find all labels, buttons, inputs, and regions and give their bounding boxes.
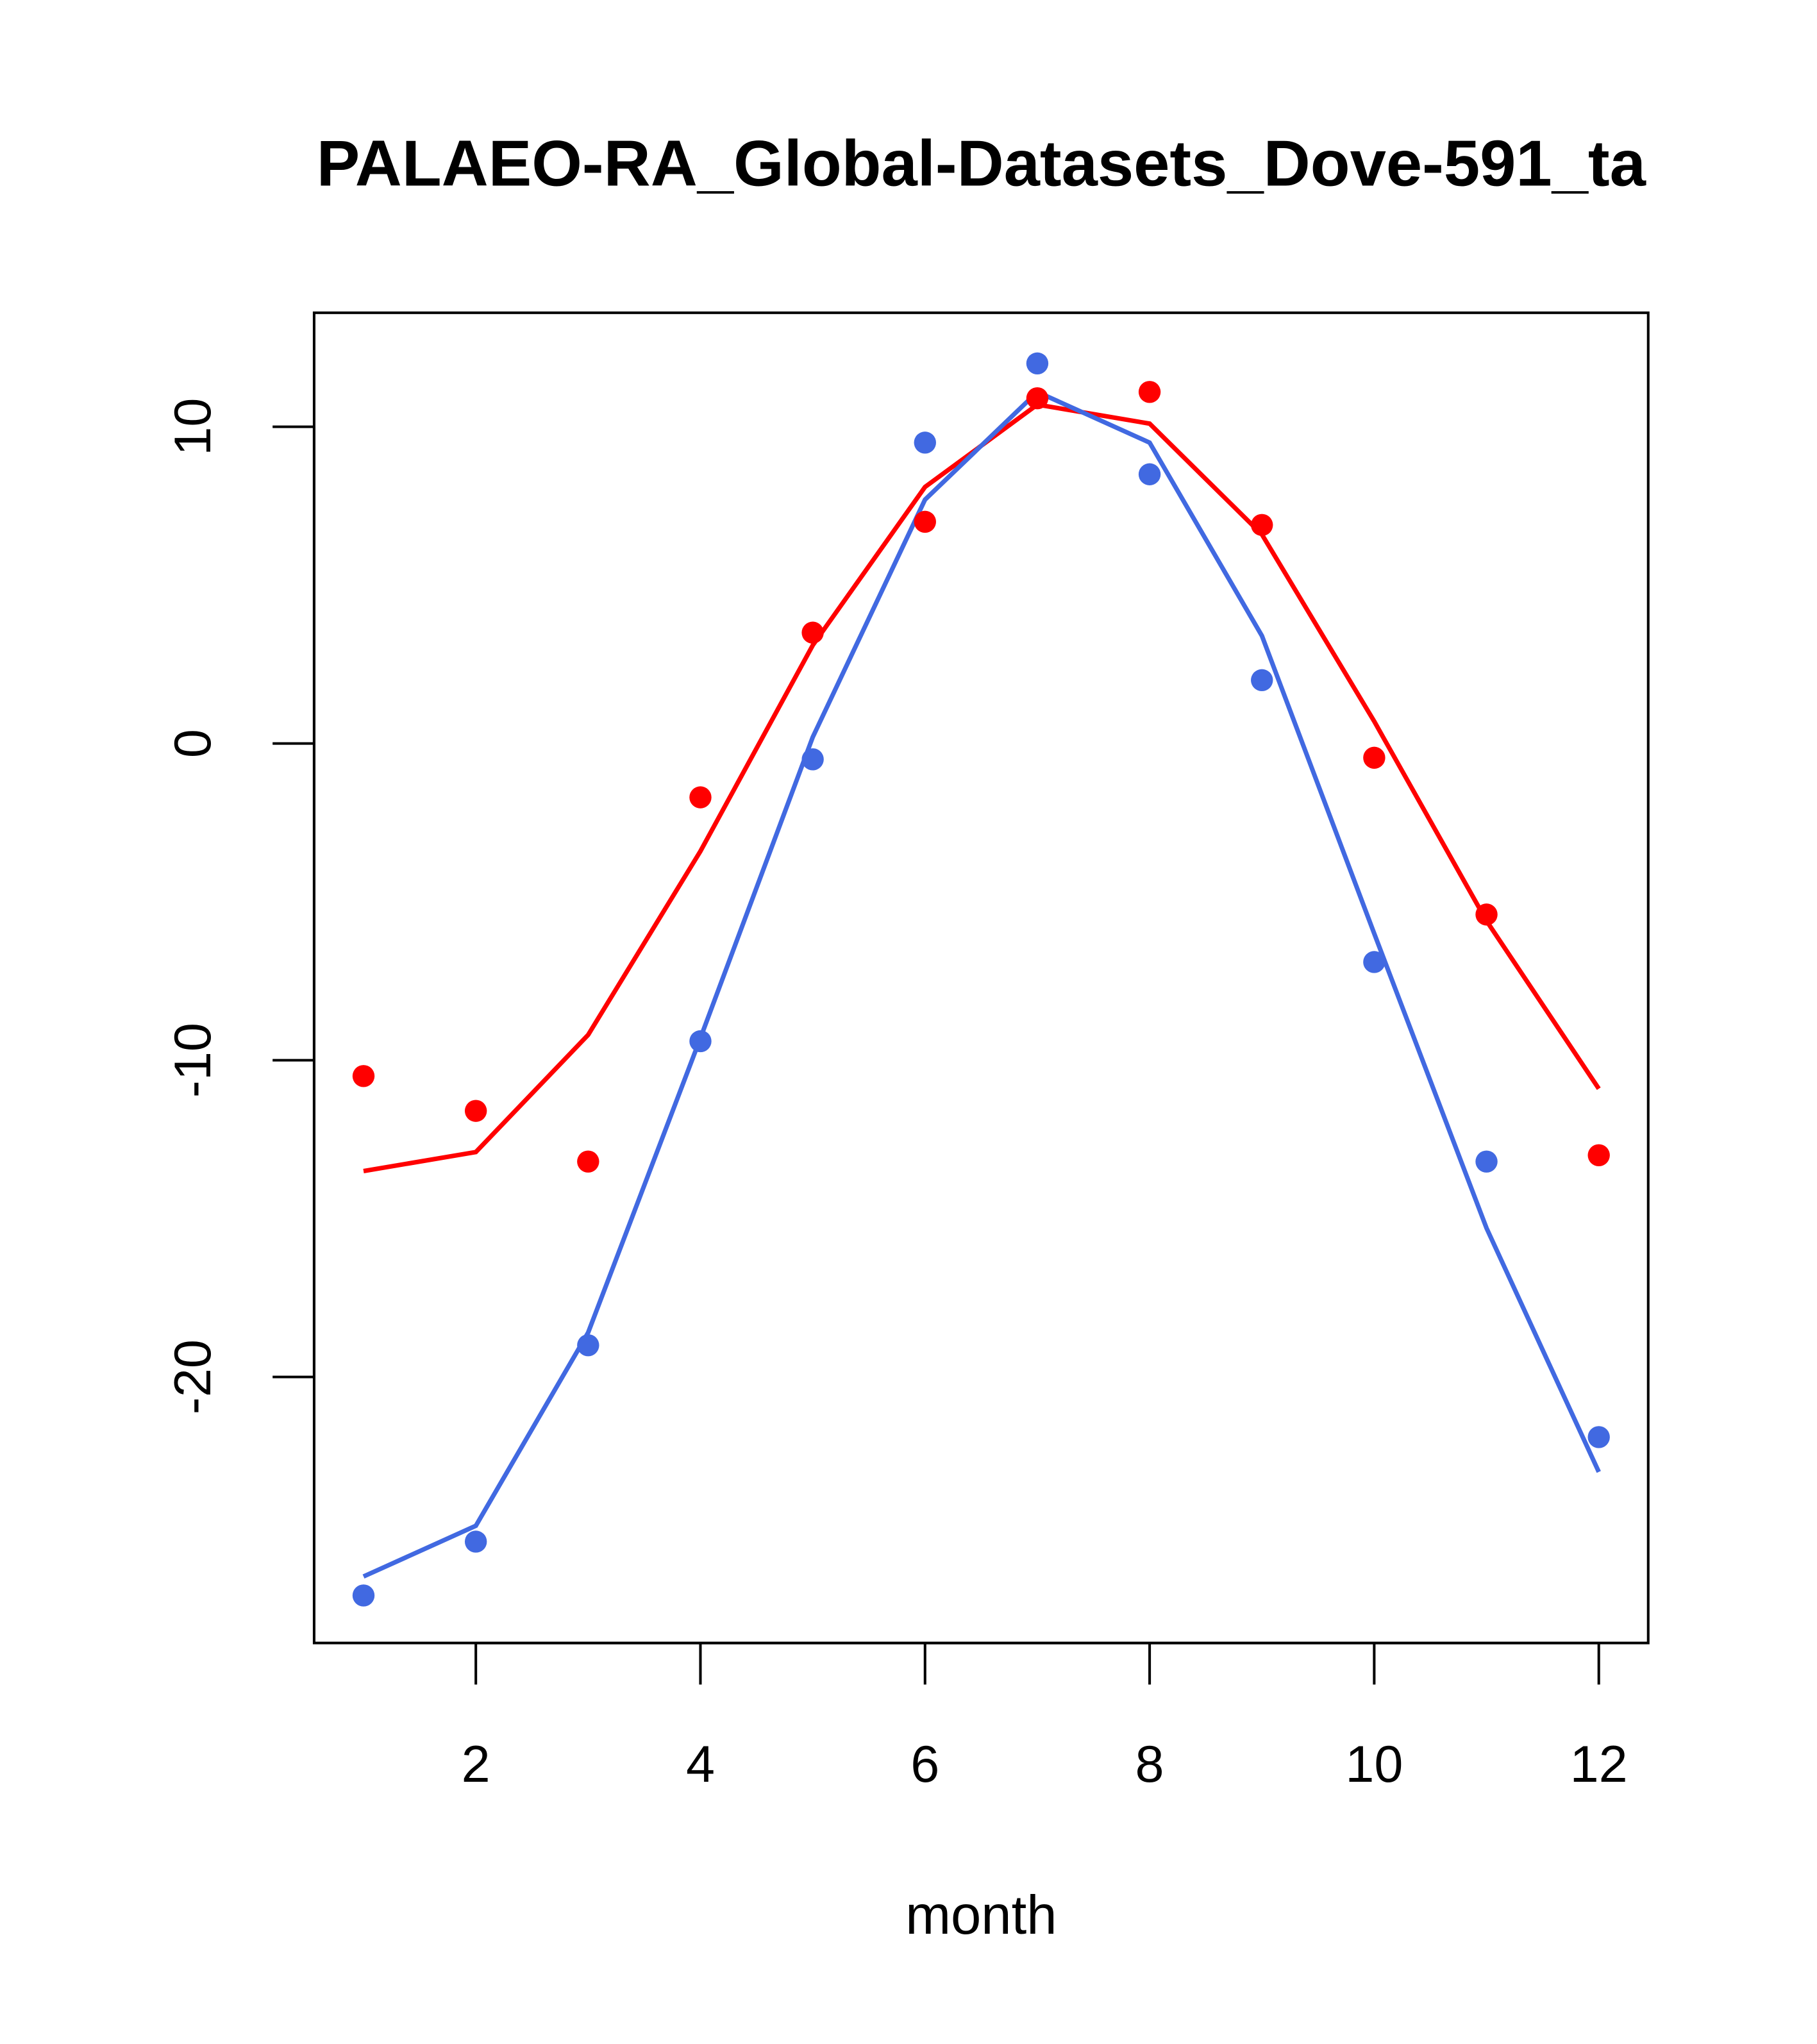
y-tick-label: 0: [164, 729, 222, 758]
red-points-point: [1251, 514, 1273, 536]
y-axis: -20 -10 0 10: [164, 398, 315, 1414]
red-points-point: [352, 1065, 375, 1087]
chart-title: PALAEO-RA_Global-Datasets_Dove-591_ta: [317, 127, 1646, 199]
x-tick-label: 6: [910, 1736, 939, 1793]
red-points-point: [689, 786, 712, 808]
x-axis: 2 4 6 8 10 12: [462, 1641, 1628, 1793]
red-points-point: [1026, 387, 1049, 410]
blue-points-point: [1363, 951, 1386, 973]
x-tick-label: 4: [686, 1736, 715, 1793]
red-points-point: [1475, 903, 1498, 926]
y-tick-label: 10: [164, 398, 222, 456]
x-tick-label: 12: [1570, 1736, 1628, 1793]
plot-frame: [312, 311, 1650, 1645]
blue-points-point: [1587, 1426, 1610, 1448]
blue-points-point: [1475, 1150, 1498, 1173]
blue-points-point: [801, 748, 824, 771]
blue-points-point: [464, 1530, 487, 1553]
blue-points-point: [577, 1334, 599, 1357]
red-points-point: [914, 510, 936, 533]
blue-points-point: [1026, 352, 1049, 375]
x-axis-label: month: [905, 1885, 1057, 1946]
red-line: [363, 402, 1601, 1174]
series-layer: [352, 352, 1610, 1607]
blue-points-point: [914, 431, 936, 454]
red-points-point: [464, 1100, 487, 1122]
red-points-point: [1363, 746, 1386, 769]
red-points-point: [577, 1150, 599, 1173]
y-tick-label: -10: [164, 1023, 222, 1098]
x-tick-label: 10: [1345, 1736, 1403, 1793]
blue-points-point: [352, 1584, 375, 1607]
y-tick-label: -20: [164, 1339, 222, 1414]
red-points-point: [801, 621, 824, 644]
red-points-point: [1138, 381, 1161, 403]
x-tick-label: 8: [1135, 1736, 1164, 1793]
blue-points-point: [689, 1030, 712, 1053]
blue-line: [362, 389, 1601, 1579]
x-tick-label: 2: [462, 1736, 490, 1793]
blue-points-point: [1251, 669, 1273, 692]
blue-points-point: [1138, 463, 1161, 485]
red-points-point: [1587, 1144, 1610, 1167]
